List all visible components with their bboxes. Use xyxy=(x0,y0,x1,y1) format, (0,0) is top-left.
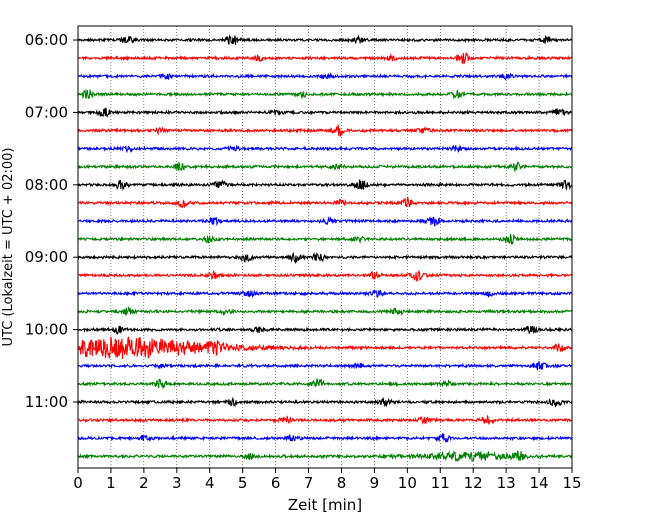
trace-1130 xyxy=(77,433,573,443)
trace-0645 xyxy=(77,88,573,100)
trace-0915 xyxy=(77,269,573,282)
trace-0700 xyxy=(77,107,573,119)
trace-0630 xyxy=(78,72,573,81)
x-tick-label: 11 xyxy=(431,474,450,492)
x-tick-label: 1 xyxy=(106,474,116,492)
x-tick-label: 10 xyxy=(398,474,417,492)
trace-0600 xyxy=(77,34,573,46)
x-tick-label: 6 xyxy=(271,474,281,492)
trace-0930 xyxy=(77,288,573,299)
x-tick-label: 13 xyxy=(497,474,516,492)
x-axis-label: Zeit [min] xyxy=(288,496,362,514)
trace-0715 xyxy=(77,124,573,138)
x-tick-label: 4 xyxy=(205,474,215,492)
trace-1015 xyxy=(77,336,573,359)
trace-1100 xyxy=(77,396,573,408)
y-tick-label: 11:00 xyxy=(25,393,68,411)
x-tick-label: 3 xyxy=(172,474,182,492)
y-tick-label: 07:00 xyxy=(25,103,68,121)
trace-0815 xyxy=(77,196,573,209)
x-tick-label: 9 xyxy=(370,474,380,492)
y-tick-label: 06:00 xyxy=(25,31,68,49)
x-tick-label: 2 xyxy=(139,474,149,492)
x-tick-label: 5 xyxy=(238,474,248,492)
trace-1145 xyxy=(77,450,573,463)
x-tick-label: 0 xyxy=(73,474,83,492)
trace-0615 xyxy=(77,52,573,65)
plot-frame xyxy=(77,25,573,469)
trace-0830 xyxy=(77,216,573,227)
trace-layer xyxy=(77,34,573,463)
trace-0945 xyxy=(77,306,573,317)
trace-1045 xyxy=(78,378,573,389)
y-tick-label: 08:00 xyxy=(25,176,68,194)
x-axis-ticks: 0 1 2 3 4 5 6 7 8 9 10 11 12 13 14 15 xyxy=(73,468,582,492)
y-axis-ticks: 06:00 07:00 08:00 09:00 10:00 11:00 xyxy=(25,31,78,411)
x-tick-label: 8 xyxy=(337,474,347,492)
y-axis-label: UTC (Lokalzeit = UTC + 02:00) xyxy=(1,148,16,347)
trace-0845 xyxy=(77,233,573,245)
trace-0900 xyxy=(77,251,573,265)
y-tick-label: 10:00 xyxy=(25,321,68,339)
x-tick-label: 12 xyxy=(464,474,483,492)
trace-1030 xyxy=(77,361,573,371)
x-tick-label: 7 xyxy=(304,474,314,492)
trace-1115 xyxy=(77,415,573,425)
y-tick-label: 09:00 xyxy=(25,248,68,266)
trace-1000 xyxy=(77,325,573,335)
x-tick-label: 15 xyxy=(562,474,581,492)
x-tick-label: 14 xyxy=(530,474,549,492)
trace-0800 xyxy=(77,179,573,191)
plot-background xyxy=(78,26,572,468)
trace-0730 xyxy=(77,144,573,154)
trace-0745 xyxy=(77,161,573,173)
